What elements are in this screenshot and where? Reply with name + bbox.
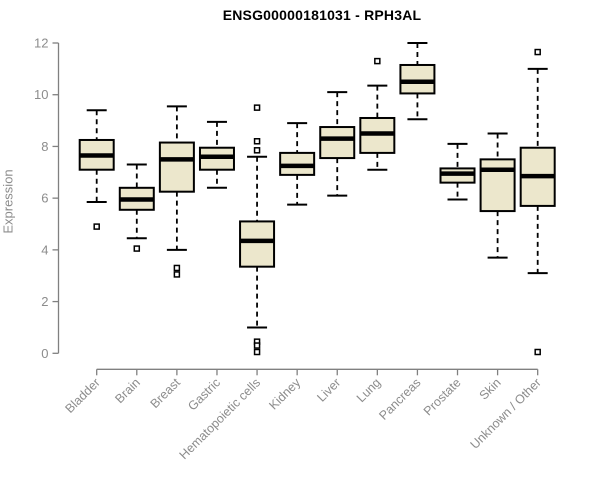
iqr-box	[239, 220, 276, 268]
boxplot-hematopoietic-cells	[239, 104, 276, 356]
y-tick-label: 6	[41, 191, 48, 206]
outlier-point	[253, 104, 261, 111]
outlier-point	[173, 264, 181, 272]
iqr-box	[319, 126, 356, 160]
boxplot-pancreas	[399, 42, 436, 121]
x-category-label: Kidney	[266, 375, 303, 412]
y-tick-label: 12	[34, 36, 48, 51]
x-category-label: Gastric	[185, 376, 223, 414]
outlier-point	[173, 271, 181, 278]
boxplot-brain	[118, 163, 155, 252]
x-category-label: Breast	[148, 375, 184, 411]
x-category-label: Prostate	[421, 375, 464, 418]
chart-title: ENSG00000181031 - RPH3AL	[222, 7, 422, 23]
x-category-label: Bladder	[62, 376, 102, 416]
iqr-box	[479, 158, 516, 213]
x-category-label: Skin	[477, 375, 504, 402]
outlier-point	[534, 348, 541, 356]
boxplot-breast	[158, 105, 195, 278]
outlier-point	[534, 48, 541, 56]
x-category-label: Liver	[314, 376, 343, 405]
x-category-label: Lung	[354, 375, 384, 405]
y-tick-label: 4	[41, 242, 48, 257]
outlier-point	[133, 245, 141, 252]
y-tick-label: 0	[41, 346, 48, 361]
boxplot-prostate	[439, 142, 476, 201]
y-tick-label: 10	[34, 87, 48, 102]
outlier-point	[253, 138, 261, 145]
outlier-point	[374, 57, 381, 65]
outlier-point	[253, 342, 261, 349]
boxplot-gastric	[198, 120, 235, 189]
x-category-label: Unknown / Other	[468, 376, 544, 452]
boxplot-bladder	[78, 109, 115, 230]
boxplot-liver	[319, 91, 356, 197]
outlier-point	[253, 147, 261, 154]
boxplot-unknown-other	[519, 48, 556, 356]
y-tick-label: 8	[41, 139, 48, 154]
boxplot-kidney	[279, 122, 316, 206]
iqr-box	[399, 63, 436, 95]
boxplot-lung	[359, 57, 396, 171]
iqr-box	[158, 141, 195, 193]
outlier-point	[253, 348, 261, 356]
y-tick-label: 2	[41, 294, 48, 309]
boxplot-skin	[479, 132, 516, 259]
outlier-point	[93, 223, 100, 230]
x-category-label: Pancreas	[376, 376, 423, 423]
x-category-label: Brain	[112, 375, 143, 406]
